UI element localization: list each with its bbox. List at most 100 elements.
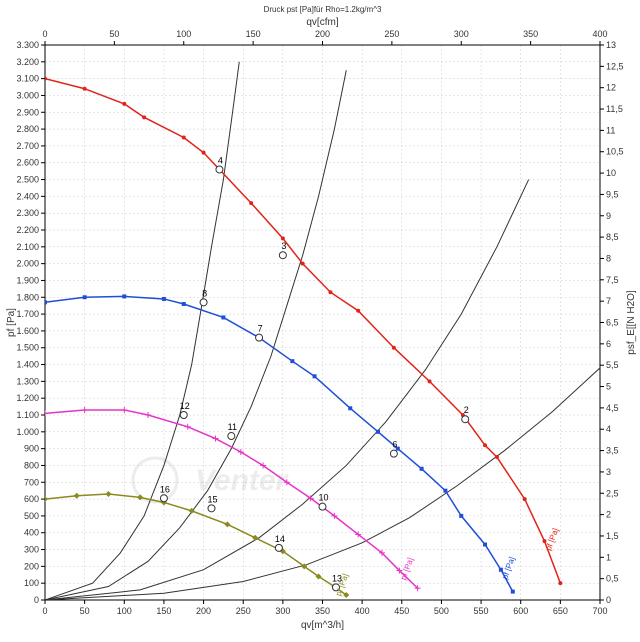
fan-performance-chart: Druck pst [Pa]für Rho=1.2kg/m^3050100150… <box>0 0 640 642</box>
y-right-tick: 9,5 <box>606 189 619 199</box>
y-left-tick: 1.000 <box>16 427 39 437</box>
x-bottom-tick: 400 <box>355 606 370 616</box>
y-left-tick: 300 <box>24 545 39 555</box>
x-bottom-tick: 450 <box>394 606 409 616</box>
y-right-tick: 4,5 <box>606 403 619 413</box>
x-bottom-tick: 650 <box>553 606 568 616</box>
y-left-tick: 400 <box>24 528 39 538</box>
y-left-tick: 1.500 <box>16 343 39 353</box>
operating-point-label: 4 <box>218 155 223 165</box>
y-left-tick: 3.200 <box>16 57 39 67</box>
x-bottom-tick: 50 <box>80 606 90 616</box>
y-right-tick: 1 <box>606 552 611 562</box>
y-left-tick: 0 <box>34 595 39 605</box>
y-left-tick: 600 <box>24 494 39 504</box>
y-right-tick: 5 <box>606 382 611 392</box>
y-right-tick: 6,5 <box>606 318 619 328</box>
operating-point <box>275 544 282 551</box>
y-left-tick: 1.100 <box>16 410 39 420</box>
x-bottom-tick: 200 <box>196 606 211 616</box>
operating-point <box>208 505 215 512</box>
y-left-tick: 3.300 <box>16 40 39 50</box>
y-left-tick: 3.000 <box>16 90 39 100</box>
operating-point-label: 15 <box>207 494 217 504</box>
x-top-tick: 200 <box>315 29 330 39</box>
y-left-tick: 2.600 <box>16 158 39 168</box>
y-left-tick: 200 <box>24 561 39 571</box>
y-right-tick: 12 <box>606 83 616 93</box>
operating-point-label: 16 <box>160 484 170 494</box>
y-left-tick: 2.900 <box>16 107 39 117</box>
x-bottom-tick: 550 <box>474 606 489 616</box>
y-right-tick: 8 <box>606 253 611 263</box>
x-bottom-tick: 600 <box>513 606 528 616</box>
y-right-tick: 3,5 <box>606 446 619 456</box>
operating-point-label: 10 <box>318 493 328 503</box>
operating-point-label: 2 <box>464 405 469 415</box>
operating-point <box>462 416 469 423</box>
operating-point <box>390 450 397 457</box>
x-bottom-tick: 250 <box>236 606 251 616</box>
y-right-tick: 4 <box>606 424 611 434</box>
x-top-label: qv[cfm] <box>306 17 338 28</box>
y-left-tick: 100 <box>24 578 39 588</box>
operating-point-label: 11 <box>228 422 237 432</box>
y-left-tick: 2.300 <box>16 208 39 218</box>
y-left-label: pf [Pa] <box>6 308 17 337</box>
operating-point-label: 6 <box>392 440 397 450</box>
chart-title: Druck pst [Pa]für Rho=1.2kg/m^3 <box>264 5 382 14</box>
operating-point <box>279 252 286 259</box>
x-bottom-tick: 0 <box>42 606 47 616</box>
operating-point <box>319 503 326 510</box>
operating-point <box>180 412 187 419</box>
x-top-tick: 100 <box>176 29 191 39</box>
operating-point <box>216 166 223 173</box>
operating-point-label: 3 <box>281 241 286 251</box>
y-left-tick: 1.200 <box>16 393 39 403</box>
y-right-tick: 10 <box>606 168 616 178</box>
y-left-tick: 2.500 <box>16 175 39 185</box>
y-left-tick: 500 <box>24 511 39 521</box>
x-top-tick: 250 <box>384 29 399 39</box>
y-right-tick: 3 <box>606 467 611 477</box>
y-right-tick: 13 <box>606 40 616 50</box>
y-right-tick: 6 <box>606 339 611 349</box>
y-left-tick: 2.700 <box>16 141 39 151</box>
y-left-tick: 1.900 <box>16 275 39 285</box>
y-left-tick: 1.300 <box>16 376 39 386</box>
x-bottom-tick: 500 <box>434 606 449 616</box>
y-left-tick: 2.800 <box>16 124 39 134</box>
y-left-tick: 700 <box>24 477 39 487</box>
operating-point <box>256 334 263 341</box>
y-left-tick: 800 <box>24 460 39 470</box>
y-right-tick: 11,5 <box>606 104 623 114</box>
y-left-tick: 1.400 <box>16 360 39 370</box>
operating-point-label: 7 <box>258 324 263 334</box>
svg-text:Venter: Venter <box>195 464 290 497</box>
y-left-tick: 900 <box>24 444 39 454</box>
x-top-tick: 400 <box>592 29 607 39</box>
x-bottom-tick: 300 <box>275 606 290 616</box>
y-left-tick: 2.000 <box>16 259 39 269</box>
operating-point-label: 14 <box>275 534 285 544</box>
y-right-tick: 12,5 <box>606 61 624 71</box>
x-top-tick: 0 <box>42 29 47 39</box>
x-bottom-label: qv[m^3/h] <box>301 620 344 631</box>
x-top-tick: 300 <box>454 29 469 39</box>
chart-svg: Druck pst [Pa]für Rho=1.2kg/m^3050100150… <box>0 0 640 642</box>
x-top-tick: 50 <box>109 29 119 39</box>
y-right-tick: 11 <box>606 125 615 135</box>
x-bottom-tick: 150 <box>156 606 171 616</box>
y-left-tick: 2.100 <box>16 242 39 252</box>
y-right-tick: 0 <box>606 595 611 605</box>
y-right-tick: 2,5 <box>606 488 619 498</box>
y-right-tick: 1,5 <box>606 531 619 541</box>
operating-point <box>228 433 235 440</box>
y-right-tick: 2 <box>606 510 611 520</box>
x-top-tick: 150 <box>246 29 261 39</box>
y-right-tick: 0,5 <box>606 574 619 584</box>
y-right-tick: 5,5 <box>606 360 619 370</box>
operating-point-label: 13 <box>332 573 342 583</box>
y-right-tick: 9 <box>606 211 611 221</box>
y-right-tick: 7,5 <box>606 275 619 285</box>
